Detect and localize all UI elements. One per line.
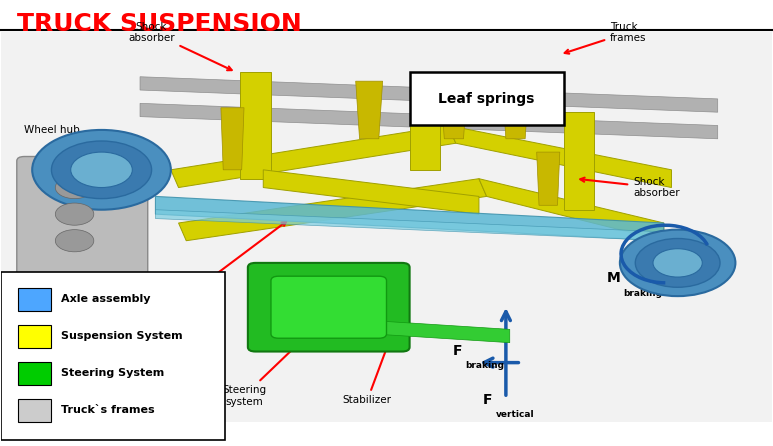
Circle shape bbox=[620, 230, 735, 296]
Text: Stabilizer: Stabilizer bbox=[342, 343, 392, 405]
Circle shape bbox=[56, 203, 94, 225]
Polygon shape bbox=[140, 77, 717, 112]
Text: vertical: vertical bbox=[495, 410, 534, 419]
Polygon shape bbox=[221, 108, 244, 170]
FancyBboxPatch shape bbox=[19, 362, 51, 385]
Text: Suspension System: Suspension System bbox=[62, 331, 183, 341]
Circle shape bbox=[70, 152, 132, 187]
Text: TRUCK SUSPENSION: TRUCK SUSPENSION bbox=[17, 12, 301, 37]
Text: Steering
system: Steering system bbox=[222, 333, 310, 407]
Polygon shape bbox=[356, 81, 383, 139]
Text: Shock
absorber: Shock absorber bbox=[128, 21, 232, 70]
Text: Wheel hub: Wheel hub bbox=[645, 255, 700, 294]
Polygon shape bbox=[564, 112, 594, 210]
Polygon shape bbox=[441, 81, 468, 139]
Circle shape bbox=[56, 177, 94, 198]
Polygon shape bbox=[479, 179, 664, 241]
Polygon shape bbox=[536, 152, 560, 205]
Polygon shape bbox=[140, 103, 717, 139]
Text: Wheel hub: Wheel hub bbox=[25, 125, 116, 155]
Polygon shape bbox=[171, 125, 456, 187]
Text: Axle assembly: Axle assembly bbox=[62, 294, 151, 304]
Circle shape bbox=[635, 239, 720, 287]
Polygon shape bbox=[155, 196, 664, 241]
Polygon shape bbox=[410, 72, 441, 170]
Circle shape bbox=[52, 141, 152, 198]
FancyBboxPatch shape bbox=[271, 276, 386, 338]
Polygon shape bbox=[264, 170, 479, 214]
FancyBboxPatch shape bbox=[2, 33, 771, 422]
Text: $\mathbf{F}$: $\mathbf{F}$ bbox=[451, 344, 462, 358]
Text: Steering System: Steering System bbox=[62, 368, 165, 378]
FancyBboxPatch shape bbox=[410, 72, 564, 125]
Text: Truck
frames: Truck frames bbox=[564, 21, 646, 54]
Text: $\mathbf{M}$: $\mathbf{M}$ bbox=[606, 271, 621, 285]
Circle shape bbox=[56, 230, 94, 252]
Text: braking: braking bbox=[465, 361, 504, 370]
Polygon shape bbox=[155, 210, 664, 241]
Polygon shape bbox=[502, 81, 529, 139]
Text: Shock
absorber: Shock absorber bbox=[581, 177, 679, 198]
FancyBboxPatch shape bbox=[19, 288, 51, 310]
FancyBboxPatch shape bbox=[17, 157, 148, 281]
Text: Leaf springs: Leaf springs bbox=[438, 92, 535, 106]
Text: Axle: Axle bbox=[190, 222, 286, 290]
Polygon shape bbox=[448, 125, 672, 187]
FancyBboxPatch shape bbox=[19, 399, 51, 422]
Circle shape bbox=[32, 130, 171, 210]
Text: Truck`s frames: Truck`s frames bbox=[62, 405, 155, 415]
Circle shape bbox=[653, 249, 703, 277]
Text: braking: braking bbox=[624, 289, 662, 297]
FancyBboxPatch shape bbox=[2, 272, 225, 440]
Text: $\mathbf{F}$: $\mathbf{F}$ bbox=[482, 393, 493, 407]
Polygon shape bbox=[179, 179, 487, 241]
FancyBboxPatch shape bbox=[19, 325, 51, 348]
FancyBboxPatch shape bbox=[248, 263, 410, 351]
Polygon shape bbox=[240, 72, 271, 179]
Polygon shape bbox=[301, 316, 509, 343]
